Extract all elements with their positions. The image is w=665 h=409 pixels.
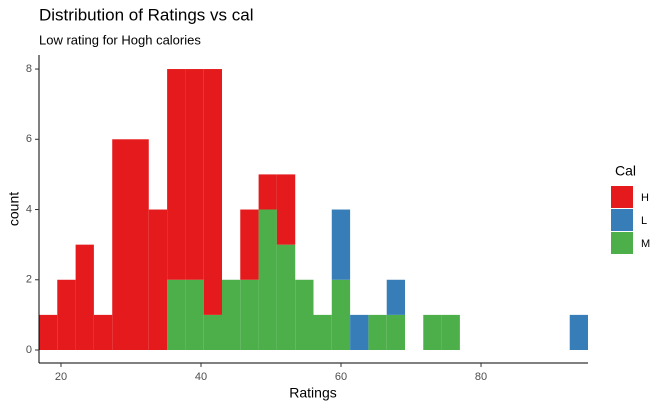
chart-title: Distribution of Ratings vs cal xyxy=(39,5,253,24)
bar xyxy=(295,279,314,351)
legend-label: H xyxy=(641,192,649,204)
legend-title: Cal xyxy=(615,163,636,179)
legend-label: L xyxy=(641,215,647,227)
legend-swatch xyxy=(611,232,633,254)
y-tick-label: 4 xyxy=(26,203,32,215)
y-axis-label: count xyxy=(6,192,22,226)
bar xyxy=(57,279,76,351)
y-tick-label: 2 xyxy=(26,274,32,286)
bar xyxy=(240,279,259,351)
bar xyxy=(130,139,149,351)
x-tick-label: 20 xyxy=(55,371,67,383)
y-tick-label: 8 xyxy=(26,63,32,75)
bar xyxy=(75,244,94,351)
bar xyxy=(203,314,222,351)
bar xyxy=(441,314,460,351)
bar xyxy=(222,279,241,351)
bar xyxy=(112,139,131,351)
bar xyxy=(39,314,58,351)
y-tick-label: 6 xyxy=(26,133,32,145)
bar xyxy=(203,69,222,315)
x-tick-label: 60 xyxy=(335,371,347,383)
bar xyxy=(331,279,351,351)
bar xyxy=(167,279,186,351)
bar xyxy=(276,174,296,245)
x-tick-label: 80 xyxy=(475,371,487,383)
bar xyxy=(368,314,387,351)
bar xyxy=(93,314,113,351)
legend-swatch xyxy=(611,186,633,208)
legend-swatch xyxy=(611,209,633,231)
bar xyxy=(331,209,351,280)
bar xyxy=(258,209,277,351)
bar xyxy=(350,314,369,351)
x-tick-label: 40 xyxy=(195,371,207,383)
bar xyxy=(240,209,259,280)
bar xyxy=(423,314,442,351)
legend-label: M xyxy=(641,238,650,250)
bar xyxy=(313,314,332,351)
bar xyxy=(386,314,405,351)
chart-subtitle: Low rating for Hogh calories xyxy=(39,32,201,47)
x-axis-label: Ratings xyxy=(289,385,336,401)
bar xyxy=(276,244,296,351)
bar xyxy=(185,69,204,280)
y-tick-label: 0 xyxy=(26,344,32,356)
bar xyxy=(167,69,186,280)
bar xyxy=(569,314,588,351)
bar xyxy=(258,174,277,210)
bar xyxy=(185,279,204,351)
bar xyxy=(386,279,405,315)
bar xyxy=(148,209,168,351)
